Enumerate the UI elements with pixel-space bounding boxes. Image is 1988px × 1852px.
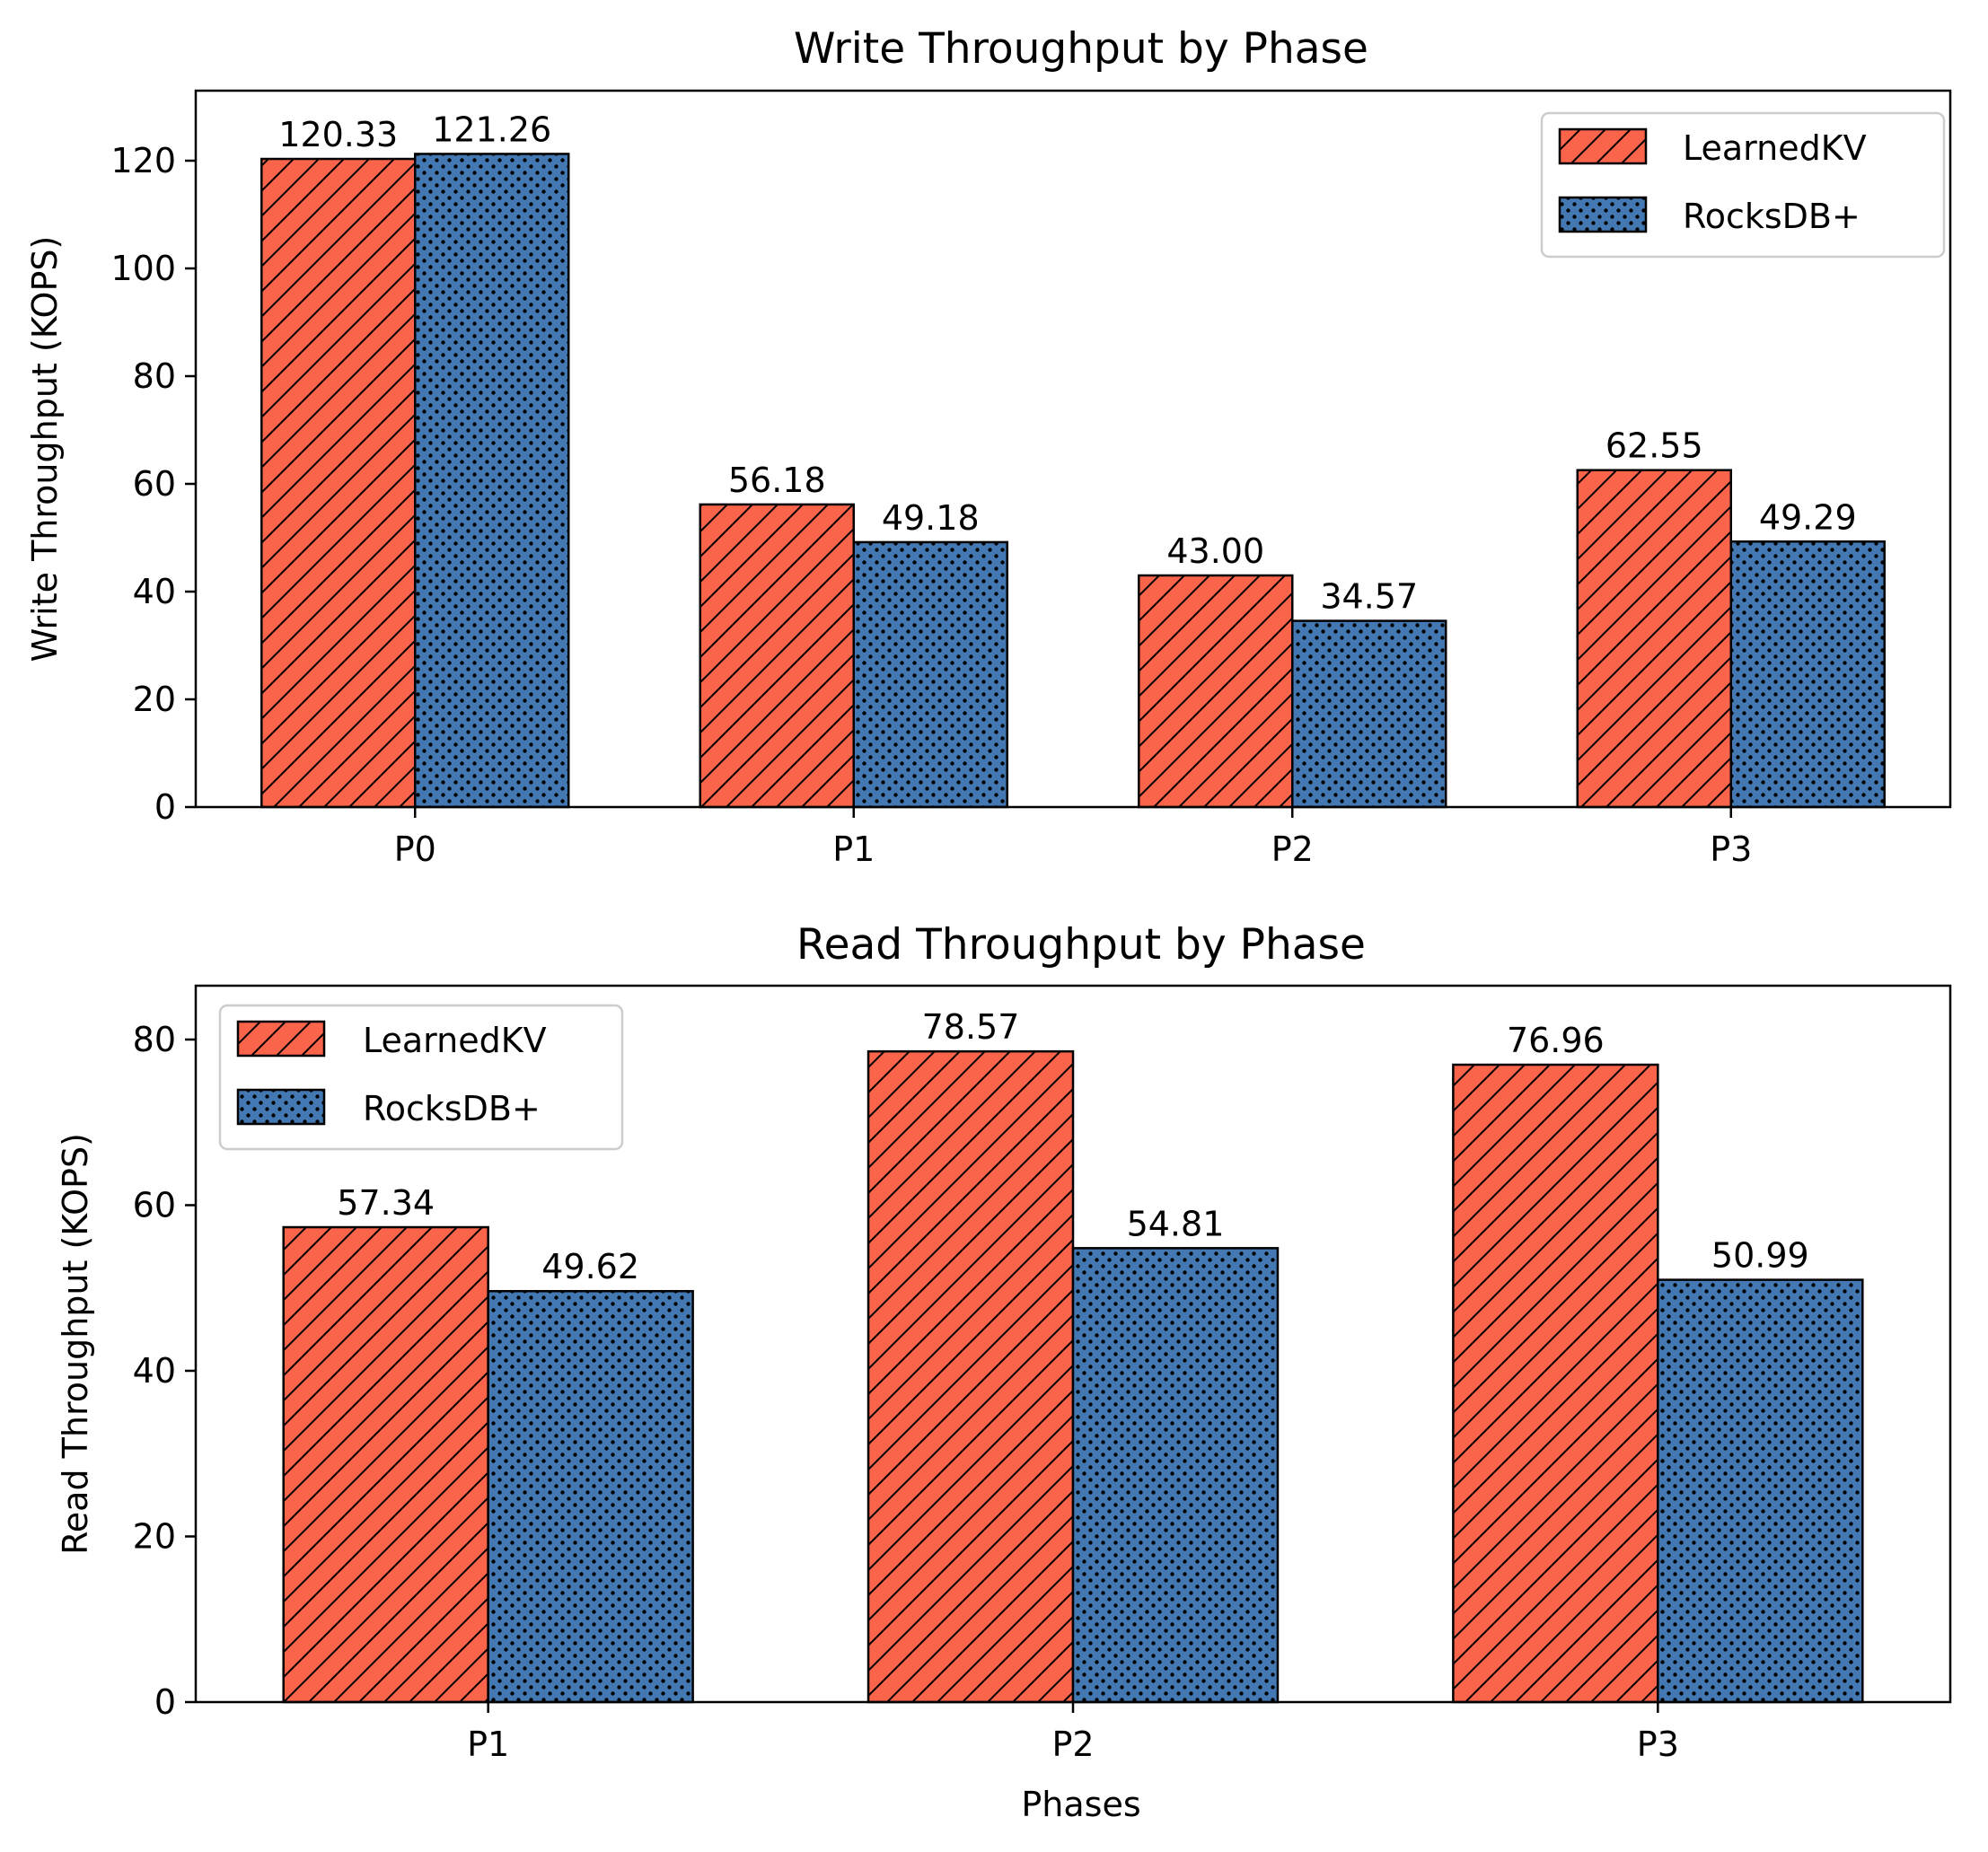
bar-value-label: 57.34: [337, 1183, 435, 1223]
legend-swatch-rocksdb: [236, 1088, 326, 1126]
bar-value-labels: 57.34 49.62 78.57 54.81 76.96 50.99: [337, 1007, 1808, 1286]
y-tick-label: 0: [154, 787, 176, 827]
bars-layer: [282, 1049, 1864, 1704]
x-tick-label: P0: [394, 829, 436, 869]
chart-title: Write Throughput by Phase: [794, 24, 1368, 74]
x-tick-label: P1: [832, 829, 875, 869]
y-tick-label: 60: [133, 464, 176, 504]
x-axis-label: Phases: [1021, 1785, 1140, 1824]
y-axis-label: Write Throughput (KOPS): [25, 236, 65, 663]
bars-layer: [260, 153, 1886, 809]
bar-rocksdb--p3: [1657, 1278, 1864, 1704]
bar-value-label: 76.96: [1507, 1021, 1605, 1060]
y-tick-label: 60: [133, 1185, 176, 1224]
bar-value-label: 121.26: [432, 110, 551, 149]
bar-value-label: 49.29: [1759, 497, 1857, 537]
x-tick-label: P1: [467, 1725, 509, 1764]
y-tick-label: 100: [110, 249, 176, 288]
bar-learnedkv-p3: [1452, 1063, 1659, 1704]
legend-label-learnedkv: LearnedKV: [1683, 128, 1867, 168]
y-tick-label: 20: [133, 1516, 176, 1556]
y-tick-label: 80: [133, 1020, 176, 1059]
axis-ticks: P0 P1 P2 P3 0 20 40 60 80 100 120: [110, 141, 1752, 869]
read-throughput-chart: Read Throughput by Phase P1 P2 P3 0 20 40 60 80…: [56, 920, 1952, 1824]
bar-rocksdb--p3: [1729, 540, 1886, 809]
bar-value-label: 49.62: [541, 1247, 639, 1286]
bar-value-labels: 120.33 121.26 56.18 49.18 43.00 34.57 62.55 49.…: [278, 110, 1856, 616]
legend-label-rocksdb: RocksDB+: [363, 1089, 541, 1128]
legend-label-rocksdb: RocksDB+: [1683, 197, 1860, 236]
legend-swatch-rocksdb: [1558, 196, 1648, 233]
bar-rocksdb--p2: [1071, 1247, 1280, 1704]
legend: LearnedKV RocksDB+: [218, 1004, 624, 1151]
x-tick-label: P3: [1637, 1725, 1679, 1764]
legend-label-learnedkv: LearnedKV: [363, 1021, 547, 1060]
legend: LearnedKV RocksDB+: [1540, 111, 1946, 259]
y-tick-label: 40: [133, 1351, 176, 1391]
axis-ticks: P1 P2 P3 0 20 40 60 80: [133, 1020, 1679, 1764]
bar-learnedkv-p1: [282, 1225, 489, 1704]
x-tick-label: P2: [1271, 829, 1314, 869]
bar-learnedkv-p3: [1576, 469, 1733, 809]
bar-rocksdb--p1: [487, 1289, 694, 1704]
bar-value-label: 49.18: [882, 498, 980, 538]
y-tick-label: 80: [133, 356, 176, 396]
bar-value-label: 78.57: [922, 1007, 1020, 1047]
bar-learnedkv-p2: [866, 1049, 1075, 1704]
chart-title: Read Throughput by Phase: [796, 920, 1366, 970]
bar-value-label: 120.33: [278, 115, 398, 154]
plot-frame: [194, 89, 1952, 809]
y-axis-label: Read Throughput (KOPS): [56, 1133, 95, 1555]
bar-value-label: 50.99: [1711, 1236, 1809, 1276]
bar-learnedkv-p1: [699, 503, 856, 809]
y-tick-label: 0: [154, 1682, 176, 1722]
bar-value-label: 54.81: [1127, 1204, 1225, 1243]
bar-learnedkv-p0: [260, 157, 417, 809]
bar-rocksdb--p2: [1291, 619, 1447, 809]
legend-swatch-learnedkv: [236, 1020, 326, 1058]
bar-value-label: 56.18: [728, 461, 826, 500]
y-tick-label: 120: [110, 141, 176, 180]
write-throughput-chart: Write Throughput by Phase P0 P1 P2 P3 0 20 40 6…: [25, 24, 1952, 869]
y-tick-label: 40: [133, 572, 176, 611]
x-tick-label: P2: [1051, 1725, 1094, 1764]
bar-value-label: 62.55: [1605, 426, 1703, 466]
x-tick-label: P3: [1710, 829, 1752, 869]
legend-swatch-learnedkv: [1558, 127, 1648, 165]
y-tick-label: 20: [133, 680, 176, 719]
bar-rocksdb--p1: [852, 540, 1008, 809]
bar-rocksdb--p0: [414, 153, 570, 809]
bar-learnedkv-p2: [1138, 574, 1294, 809]
bar-value-label: 34.57: [1320, 577, 1418, 617]
bar-value-label: 43.00: [1166, 531, 1264, 571]
